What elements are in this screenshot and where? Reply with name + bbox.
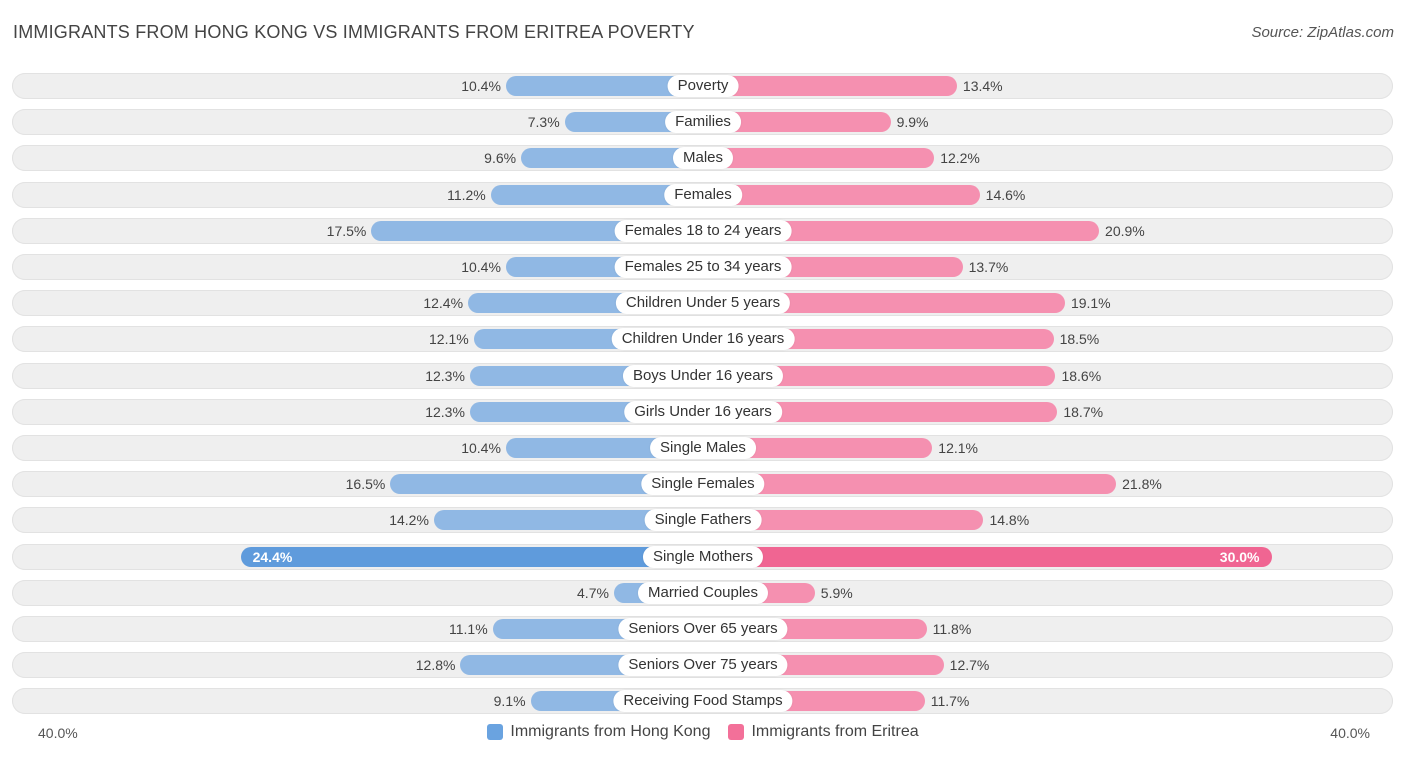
bar-hong-kong-single-mothers[interactable] [240, 547, 703, 567]
bar-eritrea-children-under-5-years[interactable] [703, 293, 1065, 313]
value-hong-kong-females-18-to-24-years: 17.5% [326, 223, 367, 239]
value-eritrea-married-couples: 5.9% [820, 585, 853, 601]
bar-eritrea-females[interactable] [703, 185, 980, 205]
legend-swatch-eritrea [728, 724, 745, 740]
category-label-children-under-5-years: Children Under 5 years [615, 292, 791, 314]
bar-eritrea-females-18-to-24-years[interactable] [703, 221, 1100, 241]
value-hong-kong-single-mothers: 24.4% [252, 549, 293, 565]
category-label-seniors-over-65-years: Seniors Over 65 years [618, 618, 788, 640]
value-eritrea-single-males: 12.1% [938, 440, 978, 456]
legend-label-hong-kong: Immigrants from Hong Kong [510, 723, 711, 740]
category-label-girls-under-16-years: Girls Under 16 years [624, 401, 782, 423]
value-hong-kong-poverty: 10.4% [461, 78, 501, 94]
value-eritrea-children-under-16-years: 18.5% [1059, 331, 1100, 347]
value-eritrea-females: 14.6% [985, 187, 1026, 203]
axis-right-label: 40.0% [1330, 725, 1370, 741]
value-eritrea-children-under-5-years: 19.1% [1070, 295, 1111, 311]
category-label-males: Males [672, 147, 734, 169]
bar-eritrea-families[interactable] [703, 112, 891, 132]
value-hong-kong-children-under-16-years: 12.1% [429, 331, 469, 347]
bar-hong-kong-single-females[interactable] [390, 474, 703, 494]
bar-eritrea-single-mothers[interactable] [703, 547, 1272, 567]
bar-eritrea-males[interactable] [703, 148, 935, 168]
legend-item-eritrea[interactable]: Immigrants from Eritrea [728, 723, 919, 741]
category-label-poverty: Poverty [667, 75, 739, 97]
value-eritrea-poverty: 13.4% [962, 78, 1003, 94]
bar-eritrea-girls-under-16-years[interactable] [703, 402, 1058, 422]
category-label-married-couples: Married Couples [637, 582, 769, 604]
bar-eritrea-poverty[interactable] [703, 76, 957, 96]
value-eritrea-single-females: 21.8% [1122, 476, 1162, 492]
category-label-females: Females [664, 184, 742, 206]
value-hong-kong-girls-under-16-years: 12.3% [425, 404, 465, 420]
bar-eritrea-boys-under-16-years[interactable] [703, 366, 1056, 386]
bar-eritrea-single-males[interactable] [703, 438, 933, 458]
value-hong-kong-seniors-over-65-years: 11.1% [448, 621, 488, 637]
value-eritrea-families: 9.9% [896, 114, 929, 130]
bar-hong-kong-single-fathers[interactable] [433, 510, 703, 530]
value-hong-kong-females: 11.2% [447, 187, 486, 203]
category-label-single-males: Single Males [650, 437, 756, 459]
value-hong-kong-boys-under-16-years: 12.3% [425, 368, 465, 384]
category-label-receiving-food-stamps: Receiving Food Stamps [613, 690, 793, 712]
value-hong-kong-married-couples: 4.7% [577, 585, 609, 601]
value-eritrea-receiving-food-stamps: 11.7% [930, 693, 970, 709]
category-label-seniors-over-75-years: Seniors Over 75 years [618, 654, 788, 676]
value-hong-kong-single-males: 10.4% [461, 440, 501, 456]
bar-hong-kong-poverty[interactable] [505, 76, 703, 96]
value-hong-kong-single-females: 16.5% [345, 476, 386, 492]
value-hong-kong-children-under-5-years: 12.4% [423, 295, 464, 311]
value-eritrea-girls-under-16-years: 18.7% [1063, 404, 1104, 420]
bar-hong-kong-males[interactable] [521, 148, 703, 168]
value-eritrea-seniors-over-65-years: 11.8% [932, 621, 972, 637]
value-hong-kong-males: 9.6% [484, 150, 517, 166]
axis-left-label: 40.0% [38, 725, 78, 741]
bar-eritrea-single-fathers[interactable] [703, 510, 984, 530]
value-hong-kong-females-25-to-34-years: 10.4% [461, 259, 501, 275]
chart-title: IMMIGRANTS FROM HONG KONG VS IMMIGRANTS … [13, 22, 695, 42]
legend-item-hong-kong[interactable]: Immigrants from Hong Kong [487, 723, 710, 741]
value-eritrea-single-fathers: 14.8% [989, 512, 1030, 528]
value-eritrea-single-mothers: 30.0% [1219, 549, 1260, 565]
category-label-children-under-16-years: Children Under 16 years [611, 328, 795, 350]
value-eritrea-seniors-over-75-years: 12.7% [949, 657, 990, 673]
value-hong-kong-receiving-food-stamps: 9.1% [493, 693, 526, 709]
category-label-families: Families [665, 111, 741, 133]
value-hong-kong-seniors-over-75-years: 12.8% [415, 657, 456, 673]
bar-eritrea-single-females[interactable] [703, 474, 1117, 494]
value-hong-kong-families: 7.3% [527, 114, 560, 130]
category-label-single-mothers: Single Mothers [642, 546, 764, 568]
legend-label-eritrea: Immigrants from Eritrea [751, 723, 919, 740]
value-hong-kong-single-fathers: 14.2% [389, 512, 429, 528]
legend-swatch-hong-kong [487, 724, 504, 740]
legend: Immigrants from Hong Kong Immigrants fro… [0, 723, 1406, 741]
value-eritrea-males: 12.2% [940, 150, 980, 166]
value-eritrea-boys-under-16-years: 18.6% [1061, 368, 1102, 384]
value-eritrea-females-18-to-24-years: 20.9% [1105, 223, 1145, 239]
category-label-females-25-to-34-years: Females 25 to 34 years [614, 256, 792, 278]
category-label-females-18-to-24-years: Females 18 to 24 years [614, 220, 792, 242]
category-label-boys-under-16-years: Boys Under 16 years [622, 365, 784, 387]
category-label-single-females: Single Females [641, 473, 765, 495]
bar-hong-kong-females[interactable] [490, 185, 703, 205]
source-credit: Source: ZipAtlas.com [1251, 24, 1394, 41]
category-label-single-fathers: Single Fathers [644, 509, 762, 531]
value-eritrea-females-25-to-34-years: 13.7% [968, 259, 1009, 275]
